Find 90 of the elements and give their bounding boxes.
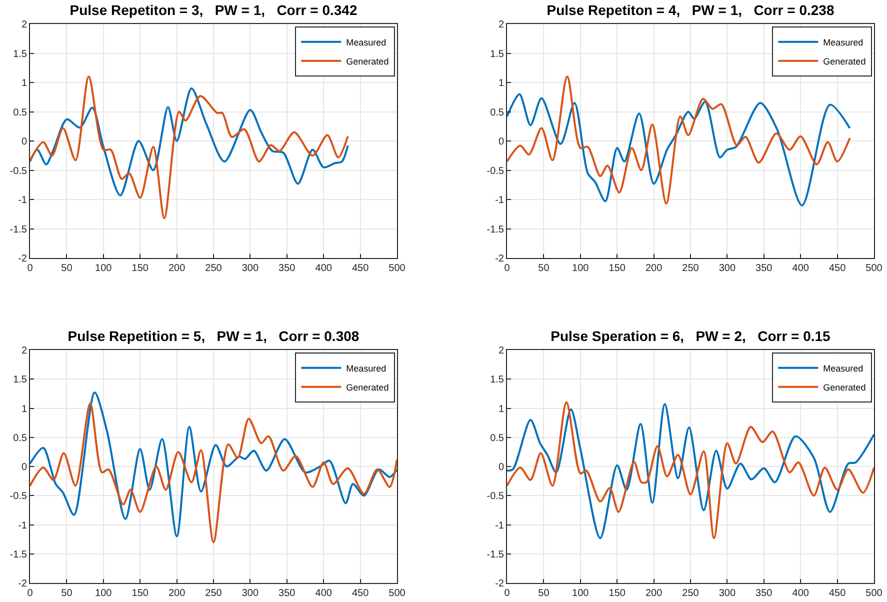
chart-title: Pulse Speration = 6, PW = 2, Corr = 0.15 xyxy=(550,328,831,344)
y-tick-label: -2 xyxy=(495,578,504,590)
y-tick-label: 2 xyxy=(21,346,28,356)
y-tick-label: 0.5 xyxy=(13,107,28,118)
x-tick-label: 150 xyxy=(608,263,626,274)
y-tick-label: -1.5 xyxy=(10,224,28,236)
y-tick-label: 1 xyxy=(21,404,28,415)
y-tick-label: 1.5 xyxy=(490,48,504,60)
x-tick-label: 350 xyxy=(756,263,773,274)
y-tick-label: 2 xyxy=(498,20,504,30)
y-tick-label: 0 xyxy=(21,136,28,148)
x-tick-label: 250 xyxy=(205,588,222,599)
y-tick-label: -2 xyxy=(495,254,504,264)
y-tick-label: 1 xyxy=(498,78,504,89)
x-tick-label: 500 xyxy=(866,263,883,274)
x-tick-label: 150 xyxy=(132,588,149,599)
x-tick-label: 400 xyxy=(792,588,810,599)
x-tick-label: 450 xyxy=(352,588,370,599)
x-tick-label: 50 xyxy=(61,263,73,274)
x-tick-label: 50 xyxy=(61,588,73,599)
y-tick-label: -1 xyxy=(495,520,504,532)
y-tick-label: 0 xyxy=(21,462,28,473)
legend-label: Measured xyxy=(823,363,864,374)
y-tick-label: 0 xyxy=(498,136,504,148)
x-tick-label: 100 xyxy=(95,263,112,274)
y-tick-label: 2 xyxy=(21,20,28,30)
legend-label: Measured xyxy=(346,363,386,374)
x-tick-label: 300 xyxy=(242,263,259,274)
chart-title: Pulse Repetiton = 3, PW = 1, Corr = 0.342 xyxy=(70,2,358,18)
legend-label: Generated xyxy=(823,56,866,66)
legend-label: Generated xyxy=(346,382,389,392)
x-tick-label: 250 xyxy=(682,588,700,599)
y-tick-label: 2 xyxy=(498,346,504,356)
x-tick-label: 350 xyxy=(278,263,296,274)
y-tick-label: 0.5 xyxy=(490,107,504,118)
y-tick-label: 1.5 xyxy=(13,374,28,386)
x-tick-label: 150 xyxy=(132,263,149,274)
x-tick-label: 500 xyxy=(388,263,406,274)
x-tick-label: 100 xyxy=(572,263,590,274)
y-tick-label: 1.5 xyxy=(13,48,28,60)
y-tick-label: 0 xyxy=(498,462,504,473)
y-tick-label: 1 xyxy=(498,404,504,415)
line-series xyxy=(30,87,349,196)
x-tick-label: 400 xyxy=(792,263,810,274)
legend-label: Measured xyxy=(823,37,864,48)
x-tick-label: 250 xyxy=(205,263,222,274)
y-tick-label: -1 xyxy=(18,195,28,206)
x-tick-label: 250 xyxy=(682,263,700,274)
chart-title: Pulse Repetition = 5, PW = 1, Corr = 0.308 xyxy=(68,328,360,344)
x-tick-label: 200 xyxy=(645,588,663,599)
y-tick-label: 0.5 xyxy=(13,432,28,444)
x-tick-label: 200 xyxy=(645,263,663,274)
x-tick-label: 350 xyxy=(278,588,296,599)
y-tick-label: -0.5 xyxy=(10,491,28,502)
x-tick-label: 300 xyxy=(718,588,736,599)
y-tick-label: -1 xyxy=(495,195,504,206)
legend-label: Generated xyxy=(823,382,866,392)
line-series xyxy=(30,76,349,220)
x-tick-label: 200 xyxy=(168,263,186,274)
x-tick-label: 100 xyxy=(95,588,112,599)
y-tick-label: -1.5 xyxy=(10,549,28,560)
x-tick-label: 300 xyxy=(242,588,259,599)
x-tick-label: 100 xyxy=(572,588,590,599)
y-tick-label: -1.5 xyxy=(486,549,504,560)
x-tick-label: 50 xyxy=(538,588,550,599)
legend-label: Generated xyxy=(346,56,389,66)
y-tick-label: -2 xyxy=(18,254,28,264)
y-tick-label: -1 xyxy=(18,520,28,532)
legend-label: Measured xyxy=(346,37,386,48)
x-tick-label: 150 xyxy=(608,588,626,599)
y-tick-label: -2 xyxy=(18,578,28,590)
x-tick-label: 350 xyxy=(756,588,773,599)
x-tick-label: 300 xyxy=(718,263,736,274)
y-tick-label: -0.5 xyxy=(486,491,504,502)
x-tick-label: 500 xyxy=(388,588,406,599)
x-tick-label: 450 xyxy=(352,263,370,274)
x-tick-label: 400 xyxy=(315,263,332,274)
x-tick-label: 400 xyxy=(315,588,332,599)
y-tick-label: 1.5 xyxy=(490,374,504,386)
y-tick-label: 1 xyxy=(21,78,28,89)
x-tick-label: 200 xyxy=(168,588,186,599)
y-tick-label: -0.5 xyxy=(486,166,504,177)
x-tick-label: 450 xyxy=(828,263,846,274)
x-tick-label: 450 xyxy=(828,588,846,599)
y-tick-label: -1.5 xyxy=(486,224,504,236)
x-tick-label: 50 xyxy=(538,263,550,274)
y-tick-label: 0.5 xyxy=(490,432,504,444)
chart-title: Pulse Repetiton = 4, PW = 1, Corr = 0.238 xyxy=(546,2,834,18)
x-tick-label: 500 xyxy=(866,588,883,599)
y-tick-label: -0.5 xyxy=(10,166,28,177)
